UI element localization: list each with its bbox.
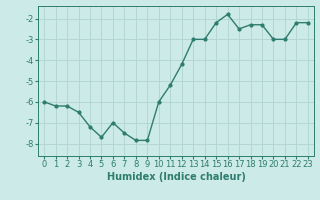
X-axis label: Humidex (Indice chaleur): Humidex (Indice chaleur) xyxy=(107,172,245,182)
